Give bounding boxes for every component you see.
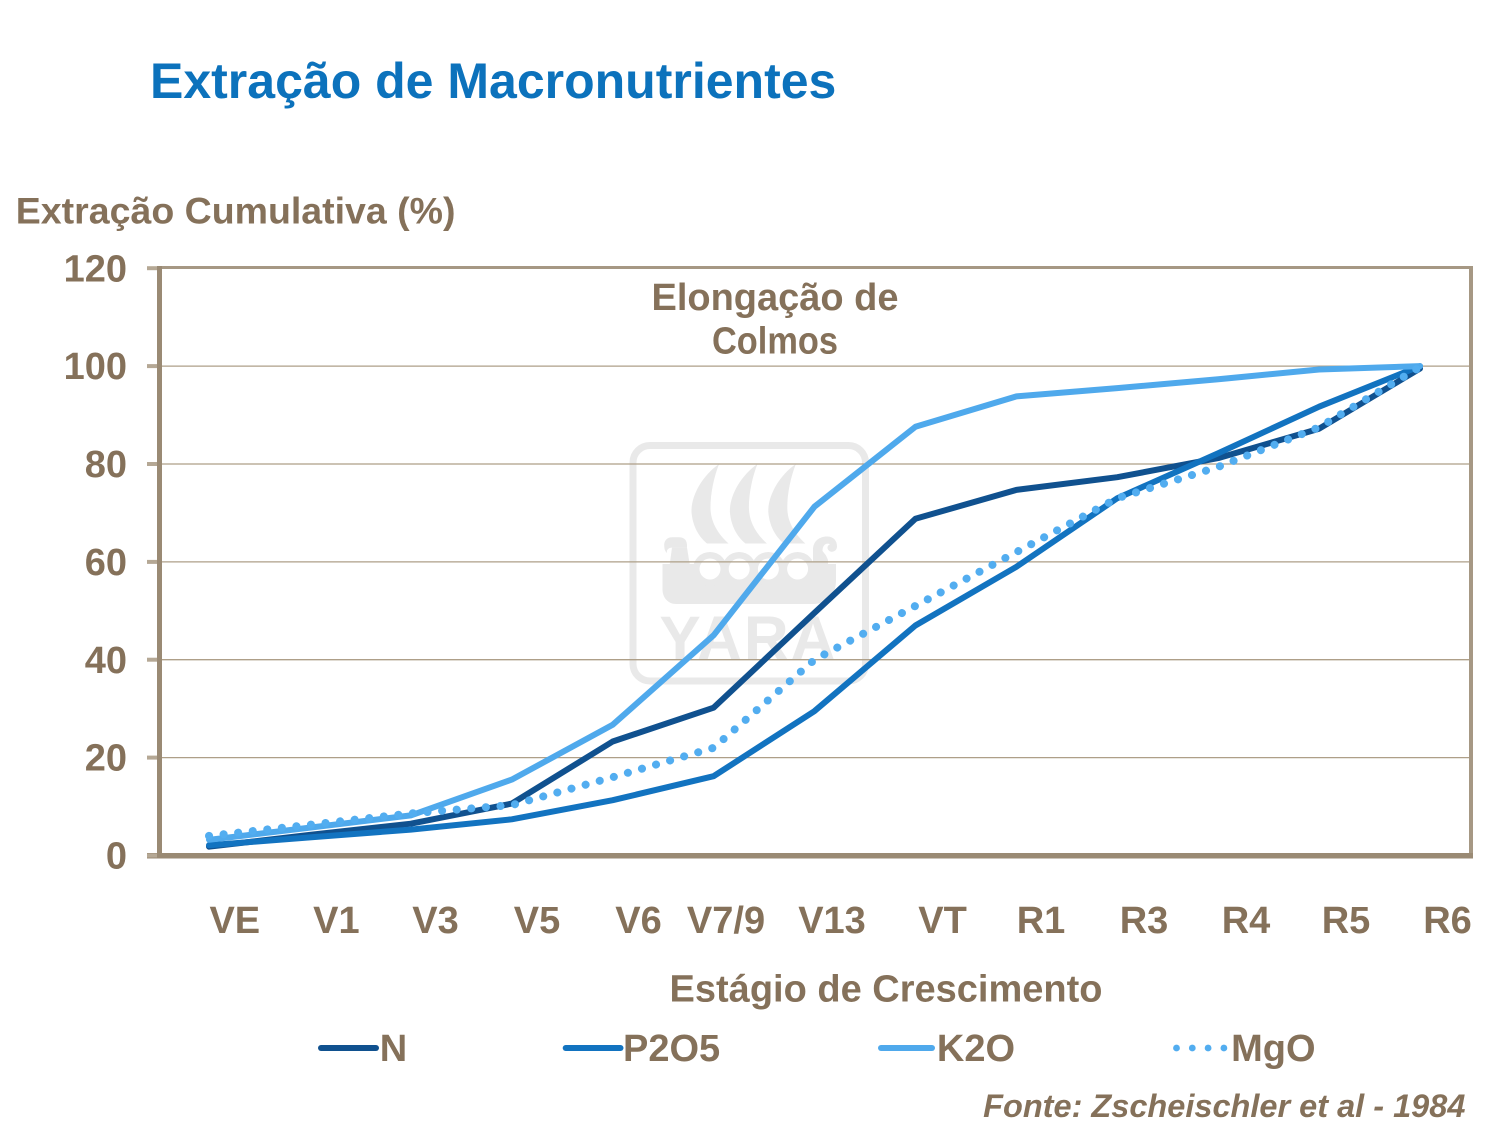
svg-text:R1: R1 <box>1017 900 1066 942</box>
svg-text:100: 100 <box>64 346 127 388</box>
svg-text:V13: V13 <box>798 900 866 942</box>
svg-text:V6: V6 <box>615 900 661 942</box>
svg-text:K2O: K2O <box>937 1028 1015 1070</box>
svg-text:120: 120 <box>64 248 127 290</box>
svg-text:Extração de Macronutrientes: Extração de Macronutrientes <box>150 53 836 109</box>
svg-text:80: 80 <box>85 444 127 486</box>
svg-text:60: 60 <box>85 542 127 584</box>
svg-text:YARA: YARA <box>659 605 837 674</box>
svg-text:Extração Cumulativa (%): Extração Cumulativa (%) <box>16 190 456 232</box>
svg-text:40: 40 <box>85 640 127 682</box>
svg-text:V1: V1 <box>313 900 359 942</box>
svg-text:Estágio de Crescimento: Estágio de Crescimento <box>670 969 1103 1011</box>
svg-text:R4: R4 <box>1222 900 1271 942</box>
svg-text:20: 20 <box>85 738 127 780</box>
svg-text:P2O5: P2O5 <box>623 1028 720 1070</box>
svg-text:VE: VE <box>209 900 260 942</box>
svg-text:Colmos: Colmos <box>712 320 838 362</box>
svg-text:R6: R6 <box>1423 900 1472 942</box>
svg-text:VT: VT <box>918 900 967 942</box>
svg-text:Fonte: Zscheischler et al - 1: Fonte: Zscheischler et al - 1984 <box>983 1088 1465 1124</box>
svg-text:0: 0 <box>106 836 127 878</box>
svg-text:MgO: MgO <box>1231 1028 1315 1070</box>
svg-text:R3: R3 <box>1120 900 1169 942</box>
svg-text:R5: R5 <box>1322 900 1371 942</box>
svg-text:V3: V3 <box>412 900 458 942</box>
svg-text:N: N <box>380 1028 407 1070</box>
svg-text:Elongação de: Elongação de <box>651 277 898 319</box>
svg-text:V7/9: V7/9 <box>687 900 765 942</box>
svg-text:V5: V5 <box>514 900 560 942</box>
